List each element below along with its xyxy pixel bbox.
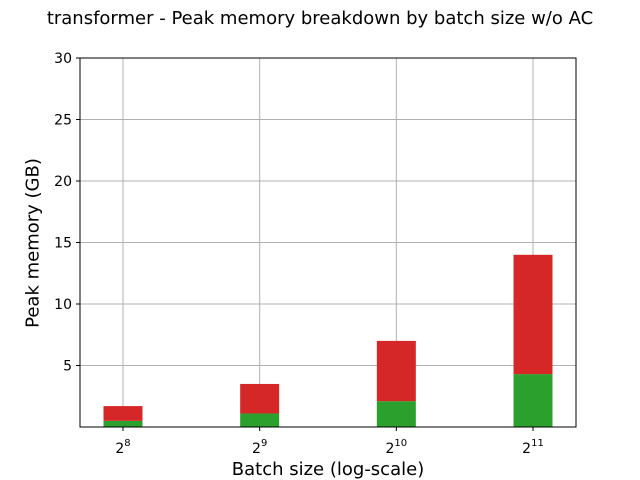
bar-series-1 [103,420,143,427]
bar-series-2 [376,340,416,402]
y-tick-label: 5 [63,359,72,375]
x-tick-label: 210 [386,438,408,457]
bar-series-1 [376,401,416,427]
bar-series-2 [240,383,280,414]
bars [103,254,553,427]
y-tick-label: 25 [54,113,72,129]
bar-series-2 [513,254,553,375]
bar-series-1 [240,413,280,427]
x-tick-label: 28 [115,438,130,457]
bar-series-2 [103,406,143,421]
y-tick-label: 30 [54,51,72,67]
bar-series-1 [513,374,553,427]
x-tick-label: 211 [522,438,544,457]
x-axis-label: Batch size (log-scale) [231,459,425,480]
y-axis-label: Peak memory (GB) [22,158,44,328]
axis-ticks: 5 10 15 20 25 30 28 29 210 211 [54,51,544,457]
y-tick-label: 10 [54,297,72,313]
y-tick-label: 20 [54,174,72,190]
grid-lines [80,57,576,427]
chart-title: transformer - Peak memory breakdown by b… [46,8,594,29]
y-tick-label: 15 [54,236,72,252]
x-tick-label: 29 [252,438,267,457]
